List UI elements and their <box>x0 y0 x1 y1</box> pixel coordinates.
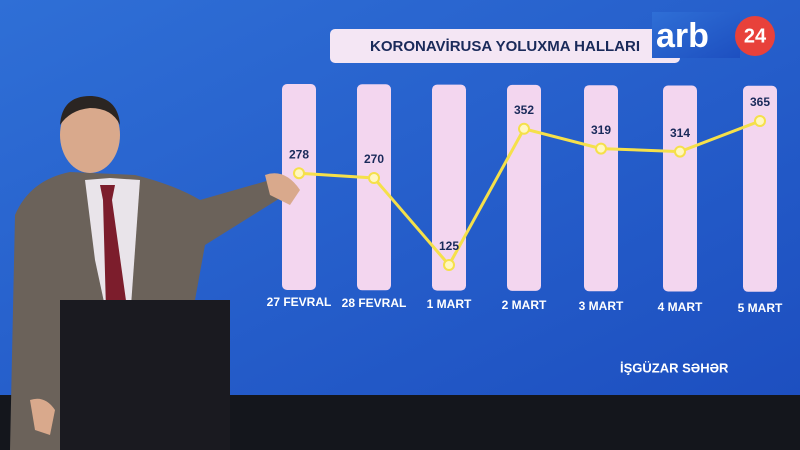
x-tick-label: 5 MART <box>738 301 783 315</box>
value-label: 278 <box>289 147 309 161</box>
point <box>518 122 530 135</box>
point <box>595 142 607 155</box>
value-label: 365 <box>750 95 770 109</box>
decor-bars <box>282 84 777 292</box>
desk <box>60 300 230 450</box>
x-tick-label: 27 FEVRAL <box>267 295 332 309</box>
point <box>293 167 305 180</box>
pillar <box>282 84 316 290</box>
chart-title: KORONAVİRUSA YOLUXMA HALLARI <box>370 38 640 55</box>
value-label: 314 <box>670 126 690 140</box>
channel-logo: arb 24 <box>652 12 775 58</box>
x-tick-label: 4 MART <box>658 300 703 314</box>
program-name: İŞGÜZAR SƏHƏR <box>620 360 729 375</box>
point <box>674 145 686 158</box>
value-label: 319 <box>591 123 611 137</box>
pillar <box>507 84 541 291</box>
x-tick-label: 3 MART <box>579 299 624 313</box>
x-tick-label: 1 MART <box>427 297 472 311</box>
logo-text: arb <box>656 17 709 55</box>
pillar <box>743 85 777 292</box>
hair <box>60 95 120 125</box>
pillar <box>663 85 697 292</box>
pillar <box>432 84 466 291</box>
head <box>60 97 120 173</box>
pillar <box>584 85 618 292</box>
logo-badge <box>735 16 775 56</box>
tie <box>100 185 128 335</box>
value-label: 270 <box>364 152 384 166</box>
point <box>368 172 380 184</box>
value-label: 125 <box>439 239 459 253</box>
plot: 27 FEVRAL 28 FEVRAL 1 MART 2 MART 3 MART 4 MA… <box>267 95 783 315</box>
point <box>754 115 766 127</box>
logo-badge-text: 24 <box>744 25 767 47</box>
hand <box>30 398 55 435</box>
x-tick-label: 28 FEVRAL <box>342 296 407 310</box>
logo-backdrop <box>652 12 740 58</box>
presenter <box>10 95 300 450</box>
x-tick-label: 2 MART <box>502 298 547 312</box>
pillar <box>357 84 391 291</box>
hand <box>265 173 300 205</box>
point <box>443 259 455 271</box>
title-box <box>330 29 680 63</box>
value-label: 352 <box>514 103 534 117</box>
